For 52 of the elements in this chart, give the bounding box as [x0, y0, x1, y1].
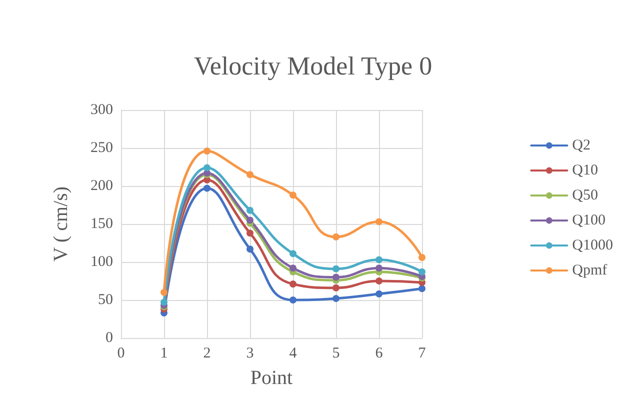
- point: [418, 285, 426, 292]
- point: [332, 294, 340, 302]
- x-tick-label: 7: [418, 346, 426, 362]
- y-axis-title: V ( cm/s): [50, 186, 72, 262]
- legend-label: Q1000: [572, 238, 614, 254]
- point: [246, 216, 254, 224]
- y-tick-label: 50: [98, 292, 113, 308]
- point: [246, 206, 254, 214]
- y-tick-label: 300: [90, 102, 113, 118]
- point: [332, 274, 340, 281]
- legend-label: Q50: [572, 188, 598, 204]
- point: [204, 184, 210, 192]
- point: [290, 280, 296, 288]
- point: [160, 298, 168, 306]
- x-tick-label: 1: [160, 346, 168, 362]
- point: [376, 278, 382, 284]
- point: [332, 233, 340, 240]
- x-tick-label: 3: [246, 346, 254, 362]
- y-tick-label: 250: [90, 140, 113, 156]
- legend-label: Qpmf: [572, 262, 608, 278]
- point: [376, 256, 382, 264]
- point: [332, 265, 340, 272]
- x-axis-title: Point: [250, 367, 294, 389]
- legend-label: Q100: [572, 212, 606, 228]
- point: [204, 164, 210, 172]
- legend-label: Q10: [572, 162, 598, 178]
- point: [418, 254, 426, 261]
- point: [418, 268, 426, 276]
- y-tick-label: 200: [90, 178, 113, 194]
- point: [376, 218, 382, 226]
- point: [290, 264, 296, 272]
- point: [246, 171, 254, 178]
- point: [246, 230, 254, 237]
- chart-title: Velocity Model Type 0: [194, 52, 432, 80]
- point: [246, 246, 254, 253]
- point: [204, 148, 210, 155]
- point: [290, 296, 296, 304]
- point: [376, 290, 382, 298]
- y-tick-label: 100: [90, 254, 113, 270]
- x-tick-label: 2: [203, 346, 211, 362]
- point: [332, 284, 340, 292]
- point: [290, 250, 296, 258]
- legend-label: Q2: [572, 138, 591, 154]
- y-tick-label: 0: [106, 330, 113, 346]
- x-tick-label: 4: [289, 346, 298, 362]
- y-tick-label: 150: [90, 216, 113, 232]
- point: [376, 264, 382, 272]
- point: [160, 288, 168, 296]
- point: [290, 192, 296, 199]
- x-tick-label: 6: [375, 346, 384, 362]
- x-tick-label: 5: [332, 346, 340, 362]
- x-tick-label: 0: [117, 346, 125, 362]
